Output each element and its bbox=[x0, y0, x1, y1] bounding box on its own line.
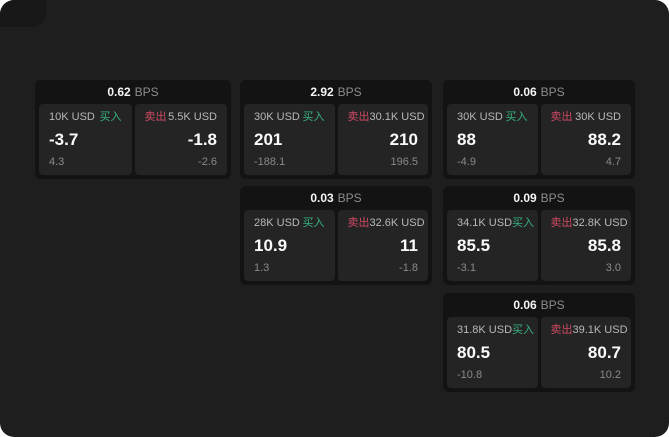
buy-side-label: 买入 bbox=[302, 111, 325, 123]
bps-unit-label: BPS bbox=[337, 85, 362, 99]
sell-quote-panel[interactable]: 卖出 32.8K USD 85.8 3.0 bbox=[540, 210, 631, 281]
sell-side-label: 卖出 bbox=[347, 111, 370, 123]
sell-change: -1.8 bbox=[399, 262, 418, 274]
quote-card: 0.03 BPS 28K USD 买入 10.9 1.3 卖出 32.6K US… bbox=[240, 186, 432, 285]
buy-size-label: 31.8K USD bbox=[457, 324, 513, 336]
sell-quote-panel[interactable]: 卖出 39.1K USD 80.7 10.2 bbox=[540, 317, 631, 388]
buy-change: -188.1 bbox=[254, 156, 286, 168]
sell-price: 210 bbox=[389, 130, 418, 149]
sell-side-label: 卖出 bbox=[550, 111, 573, 123]
buy-side-label: 买入 bbox=[512, 324, 535, 336]
quote-card: 0.62 BPS 10K USD 买入 -3.7 4.3 卖出 5.5K USD… bbox=[35, 80, 231, 179]
bps-value: 0.06 bbox=[513, 298, 537, 312]
card-header: 0.62 BPS bbox=[39, 80, 227, 104]
sell-change: 4.7 bbox=[605, 156, 621, 168]
sell-price: 88.2 bbox=[587, 130, 621, 149]
quote-card: 0.06 BPS 30K USD 买入 88 -4.9 卖出 30K USD 8… bbox=[443, 80, 635, 179]
window-corner-accent bbox=[0, 0, 46, 27]
buy-change: 4.3 bbox=[49, 156, 65, 168]
buy-quote-panel[interactable]: 30K USD 买入 201 -188.1 bbox=[244, 104, 335, 175]
sell-change: 3.0 bbox=[605, 262, 621, 274]
sell-side-label: 卖出 bbox=[550, 217, 573, 229]
buy-size-label: 34.1K USD bbox=[457, 217, 513, 229]
buy-change: -3.1 bbox=[457, 262, 476, 274]
sell-side-label: 卖出 bbox=[144, 111, 167, 123]
bps-value: 0.62 bbox=[107, 85, 131, 99]
buy-size-label: 30K USD bbox=[457, 111, 503, 123]
sell-price: 85.8 bbox=[587, 236, 621, 255]
card-header: 0.09 BPS bbox=[447, 186, 631, 210]
bps-unit-label: BPS bbox=[540, 85, 565, 99]
buy-side-label: 买入 bbox=[99, 111, 122, 123]
bps-value: 0.09 bbox=[513, 191, 537, 205]
sell-quote-panel[interactable]: 卖出 30K USD 88.2 4.7 bbox=[540, 104, 631, 175]
buy-price: 85.5 bbox=[457, 236, 491, 255]
buy-side-label: 买入 bbox=[512, 217, 535, 229]
buy-price: 201 bbox=[254, 130, 283, 149]
card-header: 2.92 BPS bbox=[244, 80, 428, 104]
buy-change: 1.3 bbox=[254, 262, 270, 274]
card-header: 0.03 BPS bbox=[244, 186, 428, 210]
sell-side-label: 卖出 bbox=[550, 324, 573, 336]
sell-quote-panel[interactable]: 卖出 5.5K USD -1.8 -2.6 bbox=[134, 104, 227, 175]
buy-quote-panel[interactable]: 34.1K USD 买入 85.5 -3.1 bbox=[447, 210, 538, 281]
sell-size-label: 39.1K USD bbox=[572, 324, 628, 336]
sell-side-label: 卖出 bbox=[347, 217, 370, 229]
sell-size-label: 32.6K USD bbox=[369, 217, 425, 229]
buy-price: -3.7 bbox=[49, 130, 79, 149]
bps-unit-label: BPS bbox=[540, 191, 565, 205]
bps-unit-label: BPS bbox=[337, 191, 362, 205]
buy-price: 80.5 bbox=[457, 343, 491, 362]
sell-size-label: 30K USD bbox=[575, 111, 621, 123]
bps-unit-label: BPS bbox=[540, 298, 565, 312]
buy-size-label: 28K USD bbox=[254, 217, 300, 229]
sell-price: 80.7 bbox=[587, 343, 621, 362]
quote-card: 0.06 BPS 31.8K USD 买入 80.5 -10.8 卖出 39.1… bbox=[443, 293, 635, 392]
sell-price: 11 bbox=[400, 236, 418, 255]
card-header: 0.06 BPS bbox=[447, 80, 631, 104]
sell-price: -1.8 bbox=[187, 130, 217, 149]
sell-quote-panel[interactable]: 卖出 32.6K USD 11 -1.8 bbox=[337, 210, 428, 281]
bps-value: 0.06 bbox=[513, 85, 537, 99]
quote-card: 2.92 BPS 30K USD 买入 201 -188.1 卖出 30.1K … bbox=[240, 80, 432, 179]
buy-quote-panel[interactable]: 28K USD 买入 10.9 1.3 bbox=[244, 210, 335, 281]
sell-change: -2.6 bbox=[198, 156, 217, 168]
buy-side-label: 买入 bbox=[302, 217, 325, 229]
buy-change: -10.8 bbox=[457, 369, 483, 381]
bps-value: 0.03 bbox=[310, 191, 334, 205]
sell-size-label: 32.8K USD bbox=[572, 217, 628, 229]
buy-price: 88 bbox=[457, 130, 476, 149]
bps-value: 2.92 bbox=[310, 85, 334, 99]
buy-quote-panel[interactable]: 31.8K USD 买入 80.5 -10.8 bbox=[447, 317, 538, 388]
sell-size-label: 30.1K USD bbox=[369, 111, 425, 123]
buy-quote-panel[interactable]: 30K USD 买入 88 -4.9 bbox=[447, 104, 538, 175]
quote-card: 0.09 BPS 34.1K USD 买入 85.5 -3.1 卖出 32.8K… bbox=[443, 186, 635, 285]
buy-quote-panel[interactable]: 10K USD 买入 -3.7 4.3 bbox=[39, 104, 132, 175]
bps-unit-label: BPS bbox=[134, 85, 159, 99]
buy-price: 10.9 bbox=[254, 236, 288, 255]
sell-change: 10.2 bbox=[599, 369, 621, 381]
buy-change: -4.9 bbox=[457, 156, 476, 168]
card-header: 0.06 BPS bbox=[447, 293, 631, 317]
sell-size-label: 5.5K USD bbox=[168, 111, 217, 123]
sell-quote-panel[interactable]: 卖出 30.1K USD 210 196.5 bbox=[337, 104, 428, 175]
buy-size-label: 10K USD bbox=[49, 111, 95, 123]
buy-size-label: 30K USD bbox=[254, 111, 300, 123]
buy-side-label: 买入 bbox=[505, 111, 528, 123]
sell-change: 196.5 bbox=[390, 156, 418, 168]
